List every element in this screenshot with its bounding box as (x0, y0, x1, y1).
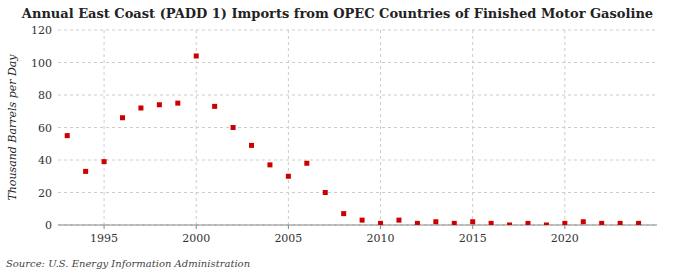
point (470, 219, 475, 224)
point (544, 223, 549, 226)
axes: 0 20 40 60 80 100 120 1995 2000 2005 2010 2015 2020 (31, 24, 657, 245)
y-grid-line (58, 192, 657, 193)
x-tick-mark (564, 225, 565, 229)
point (65, 133, 70, 138)
x-tick-mark (472, 225, 473, 229)
x-tick-mark (104, 225, 105, 229)
point (433, 219, 438, 224)
point (83, 169, 88, 174)
y-tick-label: 0 (45, 219, 52, 232)
x-tick-mark (288, 225, 289, 229)
point (507, 223, 512, 226)
y-axis-label: Thousand Barrels per Day (6, 54, 19, 201)
point (360, 218, 365, 223)
point (636, 221, 641, 225)
point (599, 221, 604, 225)
point (581, 219, 586, 224)
x-grid-line (564, 30, 565, 225)
x-grid-line (472, 30, 473, 225)
point (175, 101, 180, 106)
y-tick-label: 100 (31, 57, 52, 70)
y-tick-label: 20 (38, 187, 52, 200)
x-grid-line (288, 30, 289, 225)
y-grid-line (58, 127, 657, 128)
point (120, 115, 125, 120)
point (138, 106, 143, 111)
point (231, 125, 236, 130)
grid (58, 30, 657, 225)
point (396, 218, 401, 223)
x-tick-label: 2020 (551, 232, 579, 245)
point (194, 54, 199, 59)
chart-container: Annual East Coast (PADD 1) Imports from … (0, 0, 675, 275)
point (489, 221, 494, 225)
point (267, 162, 272, 167)
x-tick-label: 1995 (90, 232, 118, 245)
y-tick-label: 80 (38, 89, 52, 102)
point (341, 211, 346, 216)
x-tick-label: 2005 (274, 232, 302, 245)
y-grid-line (58, 160, 657, 161)
point (452, 221, 457, 225)
y-grid-line (58, 30, 657, 31)
x-grid-line (196, 30, 197, 225)
point (525, 221, 530, 225)
x-tick-mark (196, 225, 197, 229)
x-grid-line (380, 30, 381, 225)
chart-svg: Annual East Coast (PADD 1) Imports from … (0, 0, 675, 275)
point (618, 221, 623, 225)
point (415, 221, 420, 225)
x-tick-label: 2015 (459, 232, 487, 245)
x-grid-line (104, 30, 105, 225)
point (286, 174, 291, 179)
x-tick-label: 2010 (367, 232, 395, 245)
point (157, 102, 162, 107)
y-grid-line (58, 62, 657, 63)
points (65, 54, 641, 226)
x-tick-label: 2000 (182, 232, 210, 245)
point (249, 143, 254, 148)
point (323, 190, 328, 195)
x-tick-mark (380, 225, 381, 229)
source-note: Source: U.S. Energy Information Administ… (6, 258, 250, 269)
y-tick-label: 60 (38, 122, 52, 135)
y-tick-label: 40 (38, 154, 52, 167)
y-tick-label: 120 (31, 24, 52, 37)
point (378, 221, 383, 225)
point (212, 104, 217, 109)
title: Annual East Coast (PADD 1) Imports from … (21, 6, 653, 21)
y-grid-line (58, 95, 657, 96)
point (102, 159, 107, 164)
point (304, 161, 309, 166)
point (562, 221, 567, 225)
